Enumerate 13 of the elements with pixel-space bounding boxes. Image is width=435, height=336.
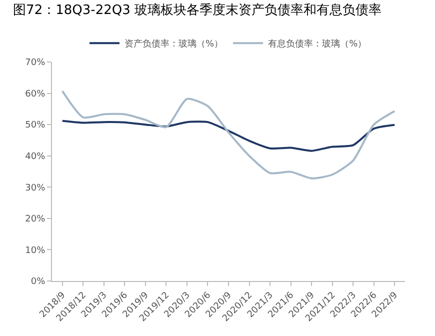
y-tick-label: 20% bbox=[25, 214, 46, 225]
y-tick-label: 40% bbox=[25, 152, 46, 162]
y-tick-label: 10% bbox=[25, 246, 46, 256]
y-tick-label: 0% bbox=[30, 277, 46, 288]
y-tick-label: 60% bbox=[25, 89, 46, 100]
line-series bbox=[61, 90, 396, 180]
legend-label: 有息负债率：玻璃（%） bbox=[268, 38, 367, 50]
legend-label: 资产负债率：玻璃（%） bbox=[124, 38, 224, 50]
y-tick-label: 30% bbox=[25, 183, 46, 194]
y-tick-label: 70% bbox=[25, 58, 46, 68]
chart-title: 图72：18Q3-22Q3 玻璃板块各季度末资产负债率和有息负债率 bbox=[13, 2, 382, 18]
line-series bbox=[61, 120, 396, 152]
y-tick-label: 50% bbox=[25, 120, 46, 131]
